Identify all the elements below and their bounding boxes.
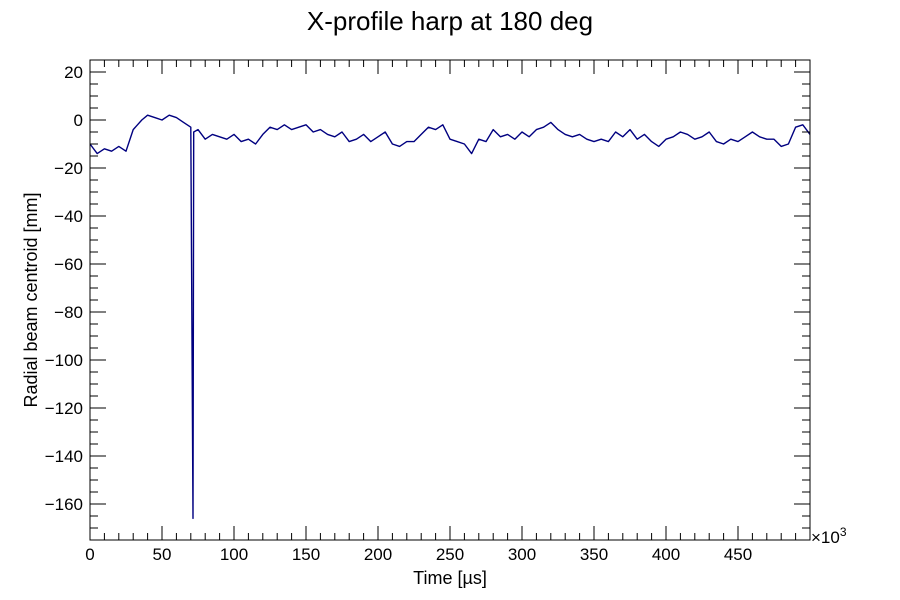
x-tick-label: 300 — [508, 545, 536, 564]
x-tick-label: 250 — [436, 545, 464, 564]
y-tick-label: 20 — [64, 63, 83, 82]
y-tick-label: −80 — [54, 303, 83, 322]
x-tick-label: 100 — [220, 545, 248, 564]
y-tick-label: −140 — [45, 447, 83, 466]
labels-layer: 0 50 100 150 200 250 300 350 400 450200−20−40−60−… — [45, 63, 752, 564]
plot-frame — [89, 59, 811, 541]
x-tick-label: 200 — [364, 545, 392, 564]
y-tick-label: −20 — [54, 159, 83, 178]
series-line — [89, 114, 811, 520]
y-tick-label: −40 — [54, 207, 83, 226]
y-axis-label: Radial beam centroid [mm] — [21, 192, 41, 407]
x-tick-label: 450 — [724, 545, 752, 564]
x-exponent-label: ×103 — [811, 525, 847, 547]
x-tick-label: 50 — [153, 545, 172, 564]
x-axis-label: Time [µs] — [413, 568, 487, 588]
y-tick-label: −100 — [45, 351, 83, 370]
y-tick-label: −160 — [45, 495, 83, 514]
y-tick-label: −120 — [45, 399, 83, 418]
x-exponent-power: 3 — [840, 525, 847, 539]
y-tick-label: 0 — [74, 111, 83, 130]
chart-title: X-profile harp at 180 deg — [307, 6, 593, 36]
x-tick-label: 400 — [652, 545, 680, 564]
ticks-layer — [89, 59, 810, 541]
x-exponent-base: ×10 — [811, 528, 840, 547]
series-layer — [89, 114, 811, 520]
x-tick-label: 350 — [580, 545, 608, 564]
y-tick-label: −60 — [54, 255, 83, 274]
x-tick-label: 0 — [85, 545, 94, 564]
x-tick-label: 150 — [292, 545, 320, 564]
